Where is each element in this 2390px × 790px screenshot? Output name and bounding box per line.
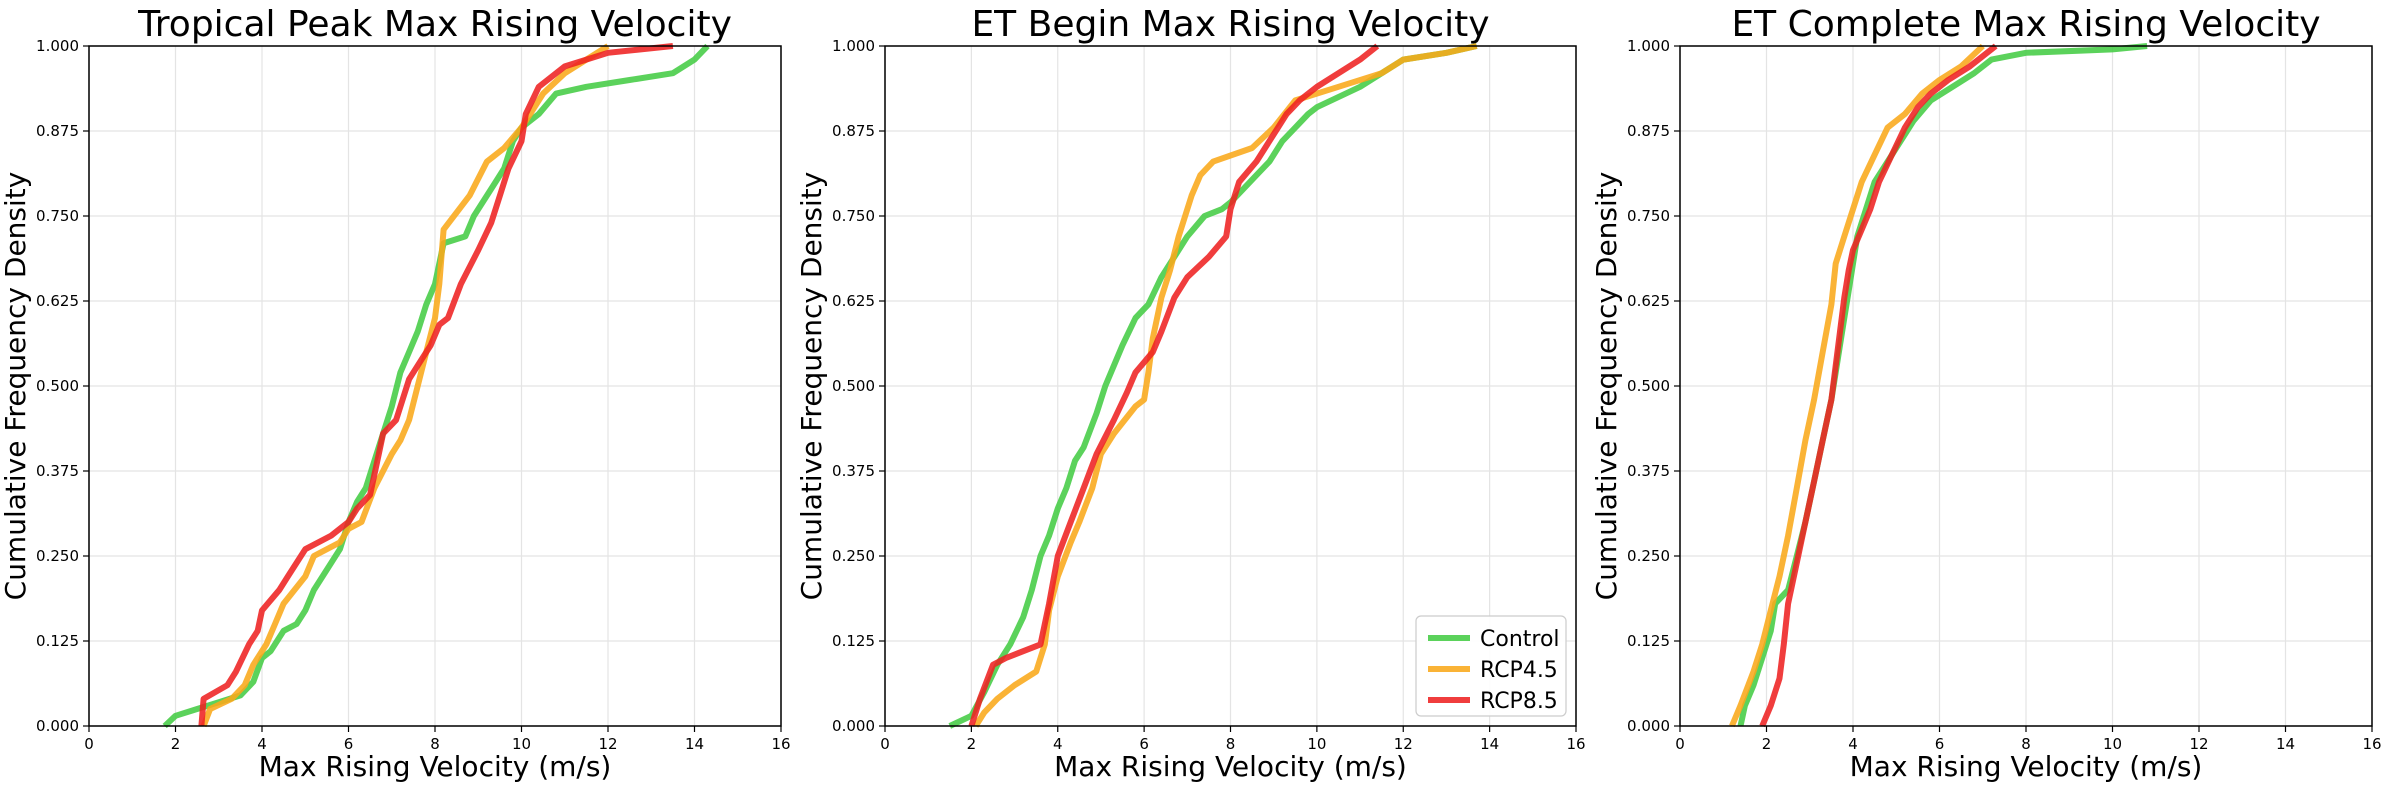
x-tick-label: 10 (512, 735, 531, 753)
x-tick-label: 12 (598, 735, 617, 753)
series-line-rcp85 (198, 43, 674, 727)
x-tick-label: 6 (344, 735, 354, 753)
y-axis-label: Cumulative Frequency Density (1590, 172, 1623, 601)
y-tick-label: 0.375 (36, 462, 79, 480)
x-tick-label: 12 (1394, 735, 1413, 753)
x-axis-label: Max Rising Velocity (m/s) (259, 750, 612, 783)
y-tick-label: 0.000 (1627, 717, 1670, 735)
y-tick-label: 0.750 (1627, 207, 1670, 225)
x-tick-label: 0 (880, 735, 890, 753)
y-axis-label: Cumulative Frequency Density (795, 172, 828, 601)
chart-title: ET Complete Max Rising Velocity (1731, 4, 2320, 45)
x-axis-label: Max Rising Velocity (m/s) (1054, 750, 1407, 783)
x-tick-label: 8 (430, 735, 440, 753)
y-tick-label: 0.125 (1627, 632, 1670, 650)
y-tick-label: 0.500 (1627, 377, 1670, 395)
series-line-rcp45 (1729, 43, 1985, 728)
series-line-rcp85 (968, 43, 1380, 727)
chart-title: ET Begin Max Rising Velocity (971, 4, 1489, 45)
legend-label: RCP8.5 (1480, 689, 1558, 714)
x-tick-label: 6 (1935, 735, 1945, 753)
y-tick-label: 0.625 (1627, 292, 1670, 310)
y-tick-label: 0.875 (36, 122, 79, 140)
x-tick-label: 16 (2362, 735, 2381, 753)
series-line-rcp45 (200, 43, 610, 728)
series-line-rcp85 (1759, 43, 1998, 728)
series-line-control (162, 43, 710, 729)
x-tick-label: 2 (967, 735, 977, 753)
x-tick-label: 14 (2276, 735, 2295, 753)
x-tick-label: 12 (2189, 735, 2208, 753)
x-tick-label: 0 (84, 735, 94, 753)
legend-label: RCP4.5 (1480, 658, 1558, 683)
x-tick-label: 10 (1307, 735, 1326, 753)
y-tick-label: 0.625 (832, 292, 875, 310)
x-axis-label: Max Rising Velocity (m/s) (1850, 750, 2203, 783)
x-tick-label: 2 (171, 735, 181, 753)
y-tick-label: 0.000 (832, 717, 875, 735)
y-axis-label: Cumulative Frequency Density (0, 172, 32, 601)
chart-panel-2: 0 2 4 6 8 10 12 14 16 0.000 0.125 0.250 0.375 0.500 0.… (795, 4, 1586, 783)
y-tick-label: 0.250 (1627, 547, 1670, 565)
x-tick-label: 6 (1139, 735, 1149, 753)
y-tick-label: 0.375 (1627, 462, 1670, 480)
x-tick-label: 16 (771, 735, 790, 753)
x-tick-label: 4 (257, 735, 267, 753)
x-tick-label: 14 (685, 735, 704, 753)
y-tick-label: 0.750 (832, 207, 875, 225)
y-tick-label: 0.375 (832, 462, 875, 480)
chart-title: Tropical Peak Max Rising Velocity (137, 4, 732, 45)
x-tick-label: 16 (1566, 735, 1585, 753)
series-line-control (948, 43, 1478, 729)
series-line-rcp45 (973, 43, 1478, 728)
x-tick-label: 10 (2103, 735, 2122, 753)
y-tick-label: 0.500 (36, 377, 79, 395)
legend-label: Control (1480, 627, 1560, 652)
chart-panel-1: 0 2 4 6 8 10 12 14 16 0.000 0.125 0.250 0.375 0.500 0.… (0, 4, 791, 783)
x-tick-label: 8 (1226, 735, 1236, 753)
legend: Control RCP4.5 RCP8.5 (1415, 615, 1567, 717)
y-tick-label: 1.000 (832, 37, 875, 55)
y-tick-label: 0.625 (36, 292, 79, 310)
y-tick-label: 0.125 (832, 632, 875, 650)
chart-panel-3: 0 2 4 6 8 10 12 14 16 0.000 0.125 0.250 0.375 0.500 0.… (1590, 4, 2382, 783)
x-tick-label: 4 (1848, 735, 1858, 753)
y-tick-label: 1.000 (36, 37, 79, 55)
x-tick-label: 2 (1762, 735, 1772, 753)
y-tick-label: 0.000 (36, 717, 79, 735)
y-tick-label: 0.250 (832, 547, 875, 565)
x-tick-label: 4 (1053, 735, 1063, 753)
x-tick-label: 8 (2021, 735, 2031, 753)
y-tick-label: 0.125 (36, 632, 79, 650)
y-tick-label: 0.875 (832, 122, 875, 140)
y-tick-label: 0.750 (36, 207, 79, 225)
y-tick-label: 0.500 (832, 377, 875, 395)
x-tick-label: 0 (1675, 735, 1685, 753)
x-tick-label: 14 (1480, 735, 1499, 753)
y-tick-label: 0.875 (1627, 122, 1670, 140)
y-tick-label: 1.000 (1627, 37, 1670, 55)
y-tick-label: 0.250 (36, 547, 79, 565)
